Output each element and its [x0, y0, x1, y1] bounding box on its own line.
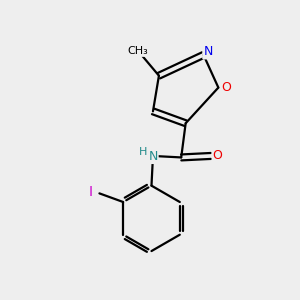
Text: O: O — [221, 81, 231, 94]
Text: I: I — [89, 185, 93, 199]
Text: N: N — [148, 150, 158, 163]
Text: H: H — [139, 147, 148, 158]
Text: CH₃: CH₃ — [128, 46, 148, 56]
Text: O: O — [212, 149, 222, 162]
Text: N: N — [203, 45, 213, 58]
